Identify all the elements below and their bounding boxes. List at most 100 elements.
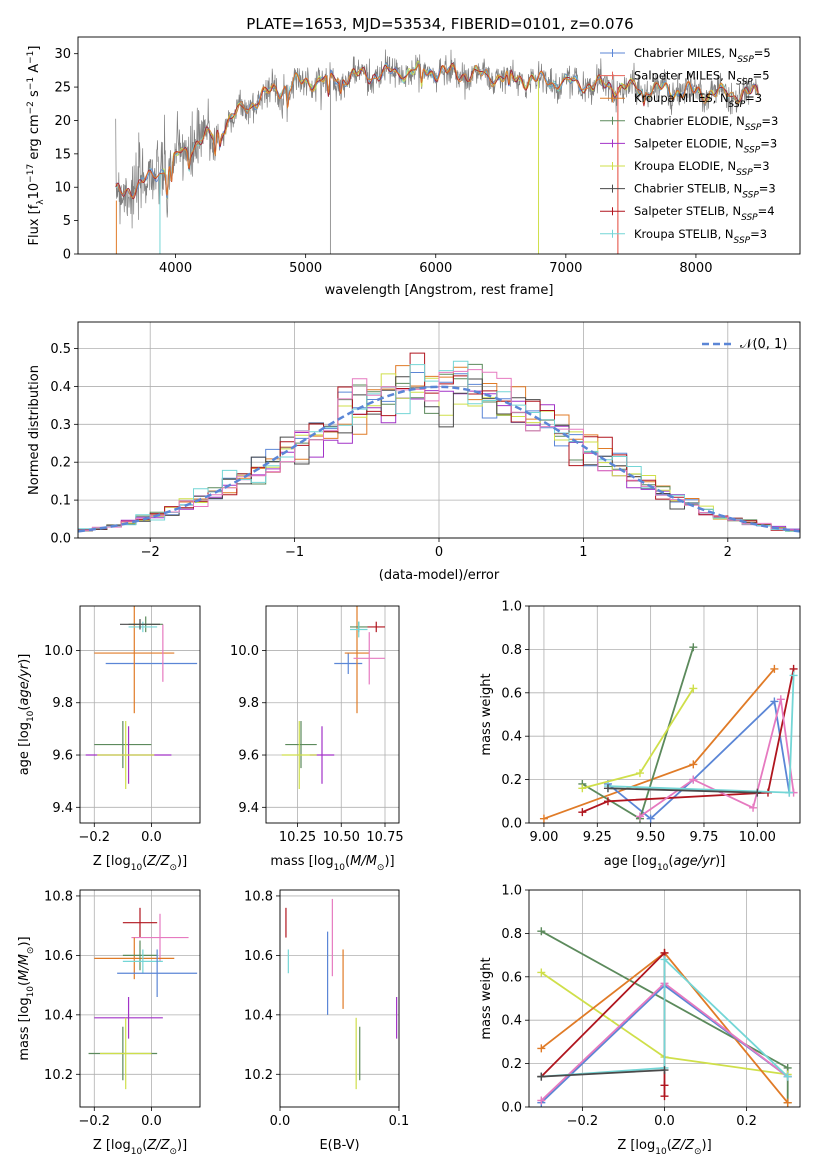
errorbar-point bbox=[97, 721, 155, 790]
errorbar-point bbox=[100, 1017, 152, 1090]
x-axis-label: Z [log10(Z/Z⊙)] bbox=[617, 1138, 711, 1157]
tick-label-x: −0.2 bbox=[78, 1114, 110, 1129]
tick-label-y: 0.5 bbox=[50, 342, 71, 357]
tick-label-y: 0.8 bbox=[501, 927, 522, 942]
tick-label-x: 9.50 bbox=[636, 830, 665, 845]
axes-frame bbox=[279, 889, 400, 1108]
mass-weight-marker bbox=[660, 1092, 669, 1101]
tick-label-x: −0.2 bbox=[78, 830, 110, 845]
tick-label-y: 0.4 bbox=[50, 380, 71, 395]
histogram-plot-area bbox=[78, 352, 800, 535]
tick-label-y: 10 bbox=[54, 181, 71, 196]
legend-entry: Kroupa STELIB, NSSP=3 bbox=[634, 227, 767, 246]
tick-label-x: 0.0 bbox=[141, 830, 162, 845]
tick-label-y: 9.8 bbox=[238, 696, 259, 711]
age-vs-mass-chart: 10.25 10.50 10.75 9.4 9.6 9.8 10.0 mass [log10(… bbox=[230, 605, 404, 873]
residual-histogram-chart: −2 −1 0 1 2 0.0 0.1 0.2 0.3 0.4 0.5 𝒩(0, 1) (data-mo… bbox=[27, 321, 801, 583]
y-axis-label: mass weight bbox=[479, 957, 494, 1039]
errorbar-point bbox=[353, 632, 385, 685]
tick-label-y: 1.0 bbox=[501, 884, 522, 899]
tick-label-x: 0.1 bbox=[389, 1114, 410, 1129]
mass-weight-marker bbox=[537, 927, 546, 936]
tick-label-x: 1 bbox=[579, 545, 587, 560]
mass-weight-marker bbox=[770, 697, 779, 706]
mass-weight-marker bbox=[603, 797, 612, 806]
tick-label-y: 10.8 bbox=[244, 889, 273, 904]
legend-entry: Chabrier MILES, NSSP=5 bbox=[634, 46, 771, 65]
legend-entry: Kroupa ELODIE, NSSP=3 bbox=[634, 159, 770, 178]
tick-label-x: 2 bbox=[724, 545, 732, 560]
tick-label-y: 0.1 bbox=[50, 494, 71, 509]
mass-weight-marker bbox=[578, 808, 587, 817]
tick-label-y: 9.8 bbox=[52, 696, 73, 711]
x-axis-label: Z [log10(Z/Z⊙)] bbox=[93, 1138, 187, 1157]
tick-label-y: 10.6 bbox=[244, 949, 273, 964]
axes-frame bbox=[528, 889, 801, 1108]
axes-frame bbox=[528, 605, 801, 824]
tick-label-y: 10.6 bbox=[44, 949, 73, 964]
x-axis-label: mass [log10(M/M⊙)] bbox=[270, 854, 394, 873]
mass-weight-marker bbox=[689, 684, 698, 693]
errorbar-point bbox=[94, 937, 175, 980]
tick-label-y: 10.4 bbox=[244, 1008, 273, 1023]
legend-entry: Salpeter STELIB, NSSP=4 bbox=[634, 204, 775, 223]
tick-label-y: 0.0 bbox=[50, 532, 71, 547]
axes-frame bbox=[77, 321, 801, 539]
spectrum-chart: 4000 5000 6000 7000 8000 0 5 10 15 20 25 30 Chabrier… bbox=[26, 36, 801, 298]
mass-weight-marker bbox=[749, 803, 758, 812]
mass-weight-marker bbox=[689, 643, 698, 652]
errorbar-plot-area bbox=[88, 907, 198, 1090]
mass-weight-marker bbox=[789, 671, 798, 680]
tick-label-x: 0.0 bbox=[270, 1114, 291, 1129]
mass-weight-marker bbox=[537, 1096, 546, 1105]
mass-weight-marker bbox=[660, 1081, 669, 1090]
errorbar-point bbox=[285, 721, 317, 769]
tick-label-y: 1.0 bbox=[501, 600, 522, 615]
tick-label-x: 10.25 bbox=[279, 830, 316, 845]
tick-label-x: 6000 bbox=[419, 261, 452, 276]
tick-label-y: 30 bbox=[54, 47, 71, 62]
tick-label-y: 9.4 bbox=[238, 801, 259, 816]
x-axis-label: wavelength [Angstrom, rest frame] bbox=[325, 283, 554, 298]
errorbar-point bbox=[350, 621, 368, 638]
mass-weight-marker bbox=[770, 664, 779, 673]
tick-label-y: 0.2 bbox=[501, 773, 522, 788]
mass-weight-marker bbox=[578, 784, 587, 793]
tick-label-x: 9.25 bbox=[583, 830, 612, 845]
tick-label-y: 0.2 bbox=[50, 456, 71, 471]
errorbar-point bbox=[128, 621, 158, 633]
tick-label-x: 9.75 bbox=[689, 830, 718, 845]
tick-label-y: 0.0 bbox=[501, 1101, 522, 1116]
errorbar-plot-area bbox=[285, 898, 398, 1090]
errorbar-point bbox=[94, 606, 175, 714]
tick-label-x: 0.0 bbox=[141, 1114, 162, 1129]
tick-label-y: 9.4 bbox=[52, 801, 73, 816]
mass-weight-marker bbox=[537, 1044, 546, 1053]
y-axis-label: mass weight bbox=[479, 673, 494, 755]
mass-weight-line bbox=[607, 699, 791, 820]
mass-weight-marker bbox=[635, 769, 644, 778]
errorbar-point bbox=[344, 606, 370, 714]
tick-label-x: 4000 bbox=[159, 261, 192, 276]
age-vs-metallicity-chart: −0.2 0.0 9.4 9.6 9.8 10.0 Z [log10(Z/Z⊙)] age [… bbox=[17, 605, 201, 873]
tick-label-y: 10.2 bbox=[244, 1068, 273, 1083]
tick-label-y: 9.6 bbox=[238, 749, 259, 764]
legend-entry: Salpeter ELODIE, NSSP=3 bbox=[634, 136, 777, 155]
figure-title: PLATE=1653, MJD=53534, FIBERID=0101, z=0… bbox=[246, 15, 633, 33]
axes-frame bbox=[77, 36, 801, 255]
y-axis-label: mass [log10(M/M⊙)] bbox=[17, 936, 36, 1060]
tick-label-y: 0.3 bbox=[50, 418, 71, 433]
mass-weight-marker bbox=[635, 812, 644, 821]
errorbar-point bbox=[367, 621, 385, 633]
tick-label-y: 9.6 bbox=[52, 749, 73, 764]
tick-label-x: 0 bbox=[435, 545, 443, 560]
legend-entry: Kroupa MILES, NSSP=3 bbox=[634, 91, 762, 110]
y-axis-label: Normed distribution bbox=[27, 365, 42, 495]
tick-label-y: 10.2 bbox=[44, 1068, 73, 1083]
tick-label-x: −2 bbox=[141, 545, 160, 560]
tick-label-y: 20 bbox=[54, 114, 71, 129]
mass-vs-metallicity-chart: −0.2 0.0 10.2 10.4 10.6 10.8 Z [log10(Z/Z⊙)] ma… bbox=[17, 889, 201, 1157]
mass-weight-line bbox=[581, 668, 795, 813]
axes-frame bbox=[265, 605, 400, 824]
